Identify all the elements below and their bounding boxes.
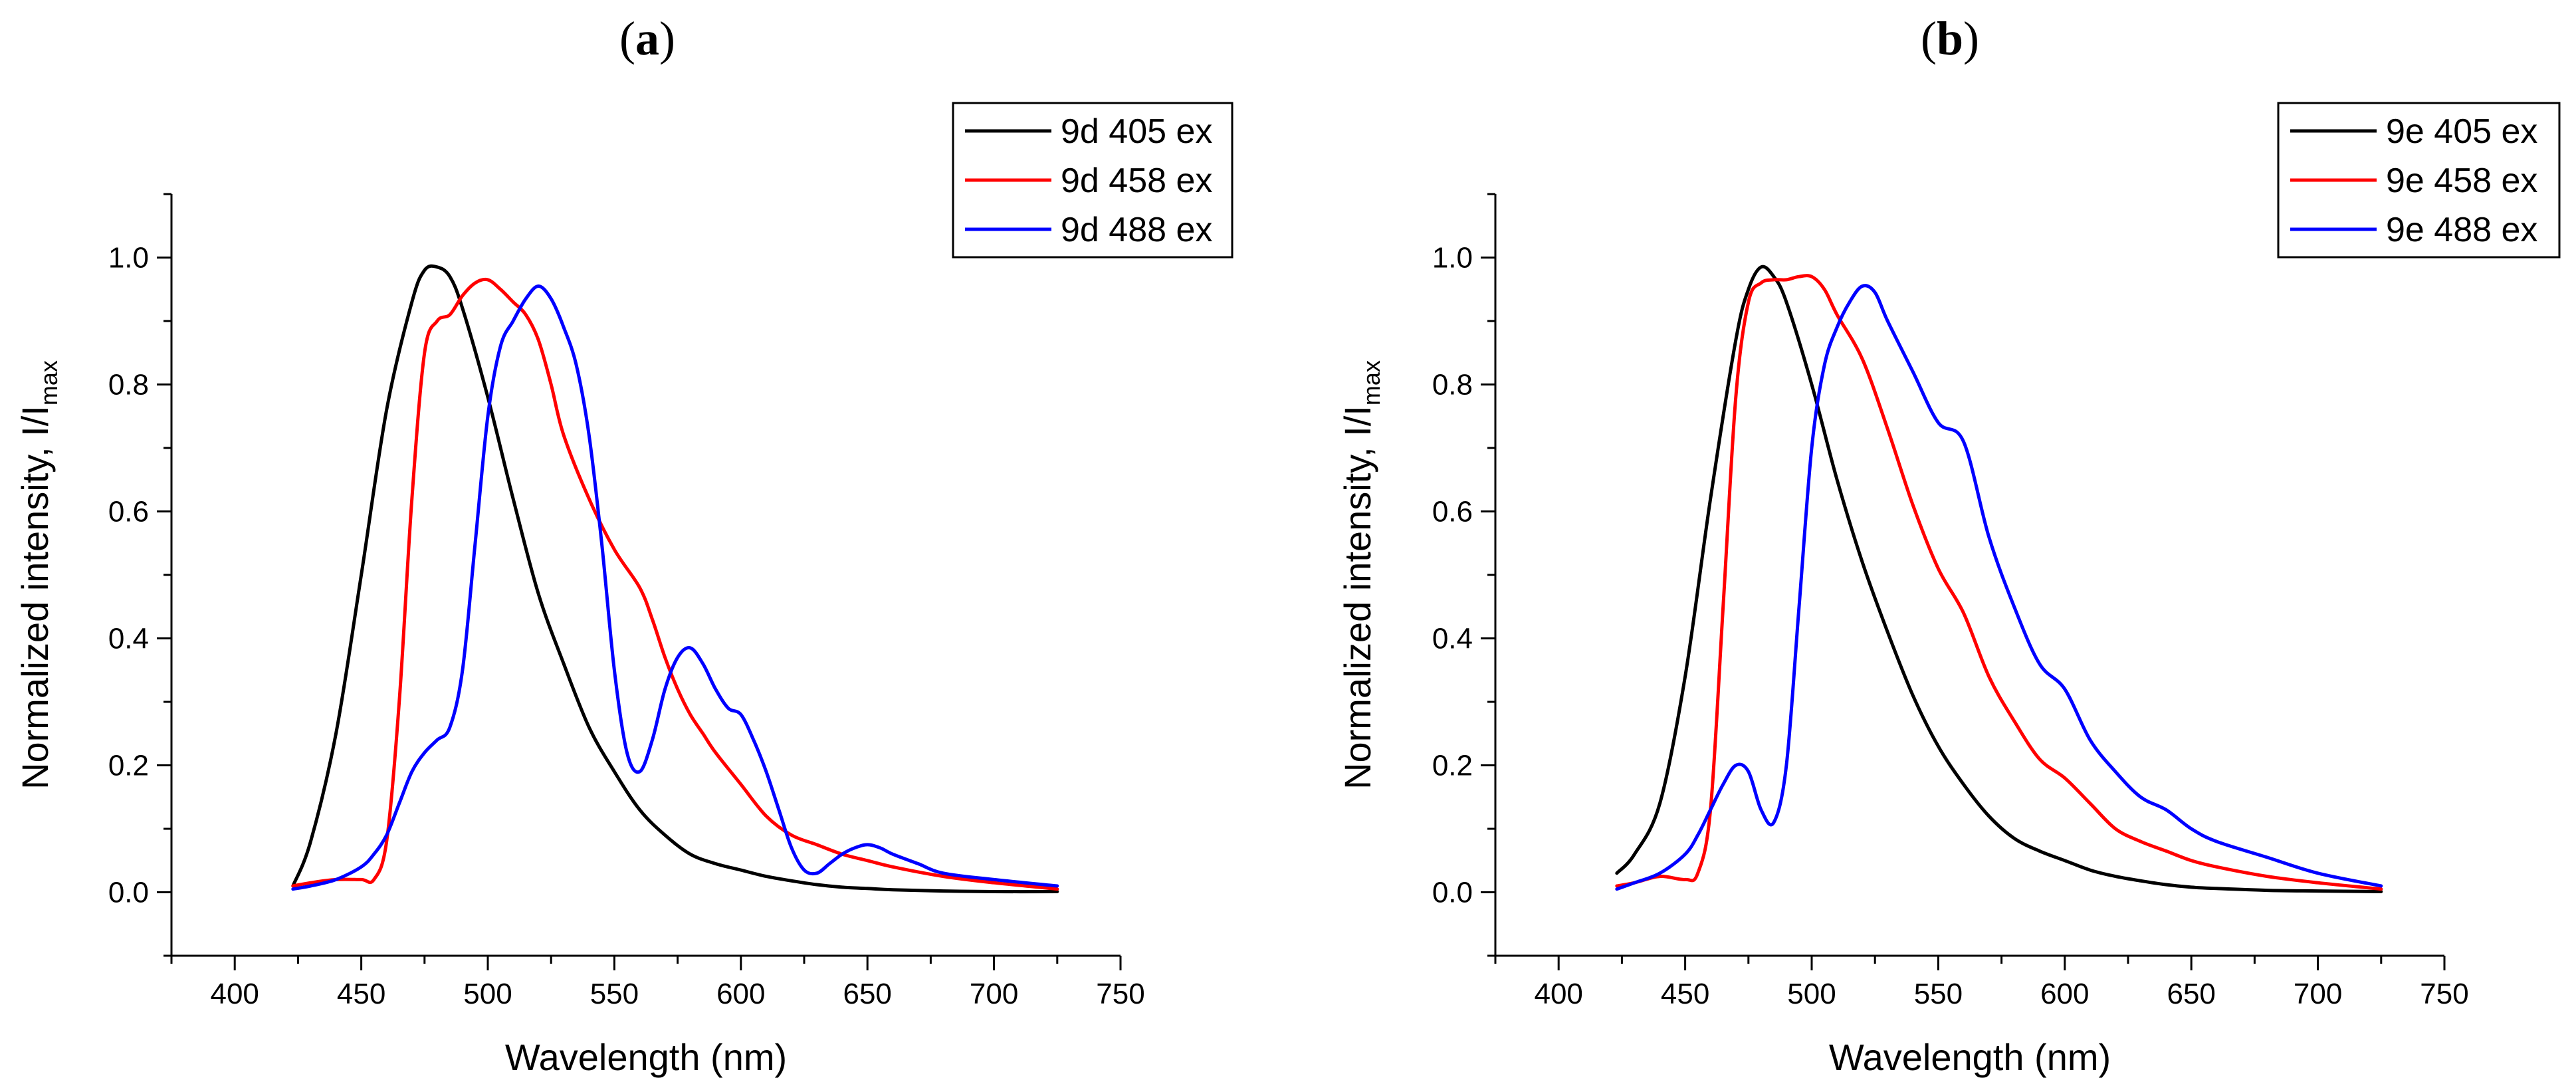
y-tick-label: 0.8 <box>1432 369 1473 401</box>
y-tick-label: 0.6 <box>1432 496 1473 528</box>
x-tick-label: 400 <box>210 978 259 1010</box>
x-tick-label: 500 <box>1787 978 1836 1010</box>
panel-label-close-paren: ) <box>1963 12 1979 65</box>
series-line-9e-405-ex <box>1615 265 2383 893</box>
y-tick-label: 0.4 <box>108 623 149 655</box>
x-tick-label: 600 <box>716 978 765 1010</box>
y-tick-label: 0.8 <box>108 369 149 401</box>
panel-label-open-paren: ( <box>1921 12 1937 65</box>
y-axis-title-subscript: max <box>1358 360 1385 405</box>
x-axis-title: Wavelength (nm) <box>505 1036 787 1078</box>
panel-label-close-paren: ) <box>659 12 675 65</box>
x-tick-label: 700 <box>2294 978 2342 1010</box>
series-line-9d-458-ex <box>291 277 1059 891</box>
y-tick-label: 0.2 <box>1432 750 1473 782</box>
chart-panel-b: (b) 400 450 500 550 600 650 700 750 0.0 0.2 0.4 0.6 0… <box>1337 12 2561 1078</box>
y-axis-title-main: Normalized intensity, I/I <box>1337 405 1378 790</box>
legend-label: 9d 488 ex <box>1061 211 1212 249</box>
legend-label: 9e 458 ex <box>2386 162 2537 200</box>
x-tick-label: 550 <box>590 978 639 1010</box>
y-tick-label: 0.0 <box>108 877 149 909</box>
y-tick-label: 0.2 <box>108 750 149 782</box>
y-axis-title: Normalized intensity, I/Imax <box>1337 360 1385 790</box>
series-line-9d-488-ex <box>291 284 1059 891</box>
series-line-9d-405-ex <box>291 264 1059 894</box>
y-axis-title-main: Normalized intensity, I/I <box>14 405 56 790</box>
x-tick-label: 700 <box>970 978 1018 1010</box>
chart-panel-a: (a) 400 450 500 550 600 650 700 750 0.0 0.2 0.4 0.6 0… <box>14 12 1234 1078</box>
x-tick-label: 600 <box>2040 978 2089 1010</box>
series-line-9e-458-ex <box>1615 274 2383 891</box>
legend: 9e 405 ex 9e 458 ex 9e 488 ex <box>2277 102 2561 259</box>
panel-label-open-paren: ( <box>619 12 635 65</box>
x-tick-label: 450 <box>1661 978 1709 1010</box>
x-tick-label: 750 <box>1096 978 1144 1010</box>
y-tick-label: 0.4 <box>1432 623 1473 655</box>
y-tick-label: 0.0 <box>1432 877 1473 909</box>
x-tick-label: 450 <box>337 978 385 1010</box>
panel-label: (a) <box>619 12 675 65</box>
x-tick-label: 500 <box>463 978 512 1010</box>
x-axis-title: Wavelength (nm) <box>1829 1036 2111 1078</box>
y-tick-label: 1.0 <box>1432 242 1473 274</box>
y-tick-label: 1.0 <box>108 242 149 274</box>
series-line-9e-488-ex <box>1615 284 2383 891</box>
legend-label: 9d 405 ex <box>1061 112 1212 151</box>
x-tick-label: 550 <box>1914 978 1963 1010</box>
legend-label: 9e 405 ex <box>2386 112 2537 151</box>
x-tick-label: 400 <box>1534 978 1582 1010</box>
panel-label-letter: b <box>1937 12 1963 65</box>
legend-label: 9e 488 ex <box>2386 211 2537 249</box>
y-axis-title-subscript: max <box>35 360 62 405</box>
x-tick-label: 750 <box>2420 978 2468 1010</box>
x-tick-label: 650 <box>843 978 891 1010</box>
y-axis-title: Normalized intensity, I/Imax <box>14 360 62 790</box>
y-tick-label: 0.6 <box>108 496 149 528</box>
panel-label-letter: a <box>635 12 659 65</box>
legend: 9d 405 ex 9d 458 ex 9d 488 ex <box>952 102 1234 259</box>
x-tick-label: 650 <box>2167 978 2215 1010</box>
panel-label: (b) <box>1921 12 1979 65</box>
legend-label: 9d 458 ex <box>1061 162 1212 200</box>
